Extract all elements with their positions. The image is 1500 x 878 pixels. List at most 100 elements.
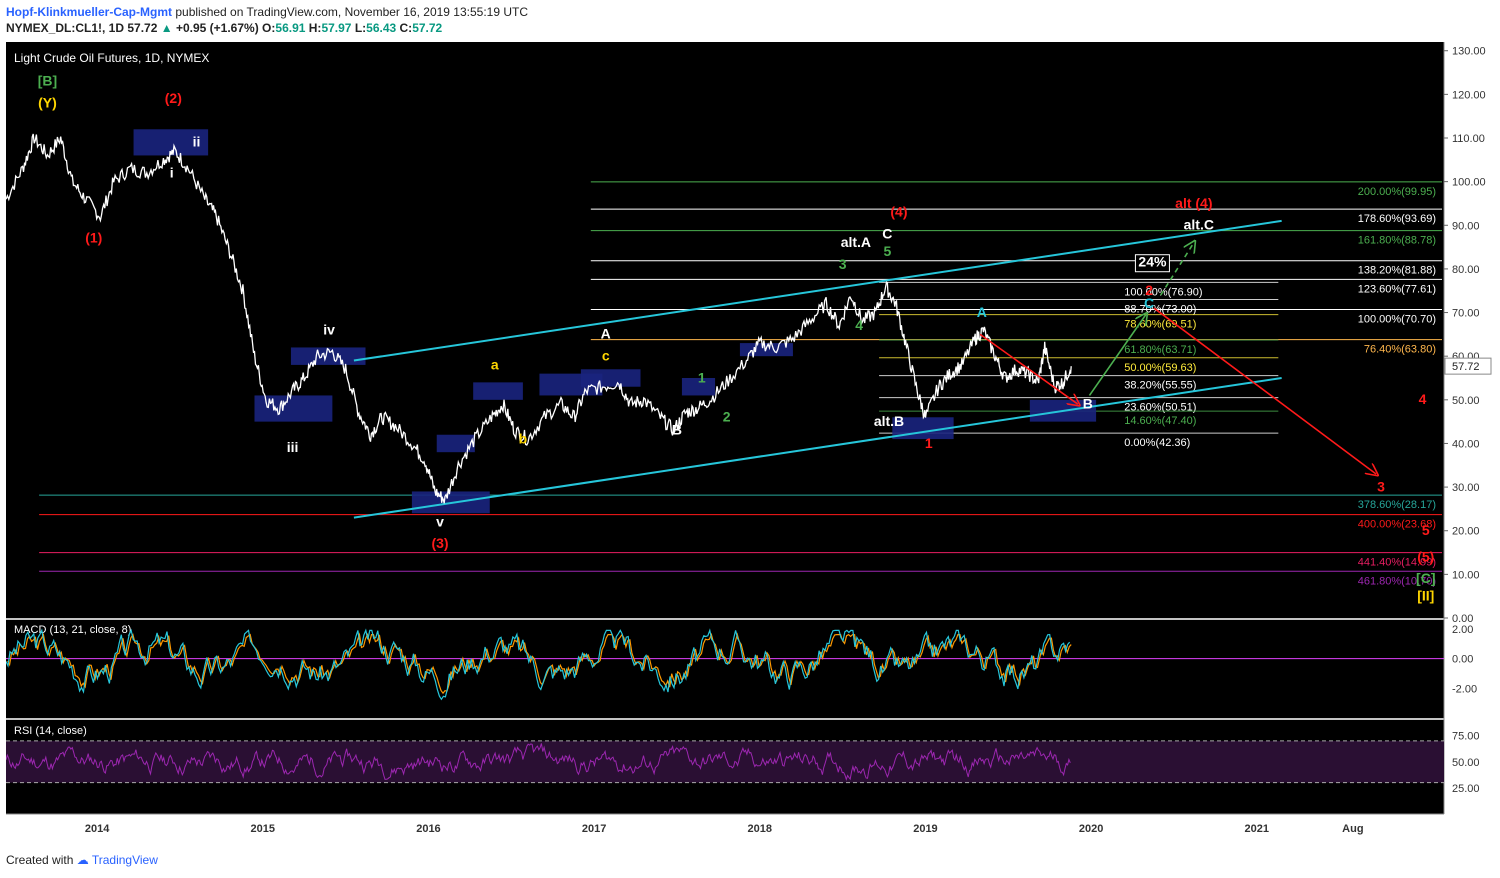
fib-level-label: 400.00%(23.68) <box>1358 519 1436 531</box>
retracement-label: 38.20%(55.55) <box>1124 380 1196 392</box>
last-price: 57.72 <box>127 21 158 35</box>
change-value: +0.95 (+1.67%) <box>175 21 259 35</box>
wave-label: A <box>601 326 611 342</box>
wave-label: c <box>602 348 610 364</box>
retracement-label: 50.00%(59.63) <box>1124 362 1196 374</box>
fib-level-label: 138.20%(81.88) <box>1358 265 1436 277</box>
wave-label: alt (4) <box>1175 195 1212 211</box>
retracement-label: 14.60%(47.40) <box>1124 415 1196 427</box>
fib-level-label: 461.80%(10.70) <box>1358 575 1436 587</box>
open-label: O: <box>262 21 276 35</box>
price-tick-label: 130.00 <box>1452 46 1486 58</box>
time-tick-label: 2017 <box>582 823 606 835</box>
time-tick-label: 2018 <box>748 823 772 835</box>
wave-label: (4) <box>890 204 907 220</box>
wave-label: i <box>170 164 174 180</box>
wave-label: (Y) <box>38 94 57 110</box>
price-series-line[interactable] <box>6 133 1072 504</box>
macd-line <box>6 628 1071 701</box>
projection-arrow[interactable] <box>979 333 1078 404</box>
wave-box <box>254 395 333 422</box>
wave-label: 2 <box>723 409 731 425</box>
price-tick-label: 100.00 <box>1452 177 1486 189</box>
wave-box <box>133 129 209 156</box>
chart-container[interactable]: Light Crude Oil Futures, 1D, NYMEX 0.00 10… <box>6 42 1494 844</box>
time-tick-label: Aug <box>1342 823 1363 835</box>
wave-label: 1 <box>925 435 933 451</box>
rsi-title: RSI (14, close) <box>14 725 87 737</box>
wave-label: b <box>519 430 528 446</box>
wave-label: C <box>882 225 892 241</box>
close-label: C: <box>399 21 413 35</box>
time-tick-label: 2015 <box>251 823 275 835</box>
price-tick-label: 40.00 <box>1452 438 1480 450</box>
price-tick-label: 70.00 <box>1452 308 1480 320</box>
price-tick-label: 30.00 <box>1452 482 1480 494</box>
macd-tick-label: -2.00 <box>1452 683 1477 695</box>
price-tick-label: 90.00 <box>1452 220 1480 232</box>
projection-arrow[interactable] <box>1088 315 1145 396</box>
fib-level-label: 441.40%(14.99) <box>1358 557 1436 569</box>
price-tick-label: 50.00 <box>1452 395 1480 407</box>
wave-label: alt.C <box>1184 217 1214 233</box>
wave-box <box>290 347 366 365</box>
wave-label: 5 <box>883 243 891 259</box>
rsi-tick-label: 25.00 <box>1452 783 1480 795</box>
low-value: 56.43 <box>366 21 397 35</box>
fib-level-label: 100.00%(70.70) <box>1358 313 1436 325</box>
price-tick-label: 80.00 <box>1452 264 1480 276</box>
price-tick-label: 20.00 <box>1452 526 1480 538</box>
footer: Created with ☁ TradingView <box>6 853 158 867</box>
wave-label: 3 <box>839 256 847 272</box>
retracement-label: 100.00%(76.90) <box>1124 286 1202 298</box>
trend-channel-line[interactable] <box>353 377 1282 519</box>
time-tick-label: 2016 <box>416 823 440 835</box>
symbol-label: NYMEX_DL:CL1!, 1D <box>6 21 125 35</box>
retracement-label: 61.80%(63.71) <box>1124 344 1196 356</box>
last-price-tag-label: 57.72 <box>1452 361 1480 373</box>
wave-label: v <box>436 513 444 529</box>
wave-label: A <box>977 304 987 320</box>
wave-box <box>473 382 523 400</box>
projection-arrow[interactable] <box>1153 307 1376 474</box>
wave-label: B <box>1083 396 1093 412</box>
price-tick-label: 120.00 <box>1452 89 1486 101</box>
published-text: published on TradingView.com, November 1… <box>175 5 529 19</box>
retracement-label: 23.60%(50.51) <box>1124 402 1196 414</box>
price-tick-label: 0.00 <box>1452 613 1473 625</box>
trend-channel-line[interactable] <box>353 219 1282 362</box>
fib-level-label: 378.60%(28.17) <box>1358 499 1436 511</box>
ohlc-header: NYMEX_DL:CL1!, 1D 57.72 ▲ +0.95 (+1.67%)… <box>6 21 442 35</box>
chart-title: Light Crude Oil Futures, 1D, NYMEX <box>14 51 209 65</box>
wave-label: (1) <box>85 230 102 246</box>
time-tick-label: 2019 <box>913 823 937 835</box>
chart-canvas[interactable]: Light Crude Oil Futures, 1D, NYMEX0.0010… <box>6 42 1494 844</box>
author-link[interactable]: Hopf-Klinkmueller-Cap-Mgmt <box>6 5 172 19</box>
publish-header: Hopf-Klinkmueller-Cap-Mgmt published on … <box>6 5 528 19</box>
wave-box <box>436 434 475 453</box>
retracement-label: 0.00%(42.36) <box>1124 437 1190 449</box>
wave-label: ii <box>193 134 201 150</box>
wave-label: [II] <box>1417 588 1434 604</box>
wave-label: 5 <box>1422 522 1430 538</box>
wave-label: a <box>491 356 499 372</box>
time-tick-label: 2021 <box>1245 823 1269 835</box>
time-tick-label: 2014 <box>85 823 110 835</box>
main-pane-background <box>6 42 1444 618</box>
projection-arrow[interactable] <box>1160 243 1194 296</box>
fib-level-label: 123.60%(77.61) <box>1358 283 1436 295</box>
wave-label: 4 <box>1419 391 1427 407</box>
wave-label: 1 <box>698 369 706 385</box>
wave-label: 24% <box>1138 254 1167 270</box>
wave-label: 2 <box>1145 282 1153 298</box>
rsi-band <box>6 740 1444 783</box>
high-value: 57.97 <box>321 21 352 35</box>
wave-label: alt.B <box>874 413 904 429</box>
tradingview-logo-icon[interactable]: ☁ <box>76 853 89 867</box>
open-value: 56.91 <box>275 21 306 35</box>
tradingview-brand[interactable]: TradingView <box>91 853 158 867</box>
macd-title: MACD (13, 21, close, 8) <box>14 624 131 636</box>
created-with-text: Created with <box>6 853 74 867</box>
macd-signal-line <box>7 632 1072 695</box>
high-label: H: <box>308 21 322 35</box>
